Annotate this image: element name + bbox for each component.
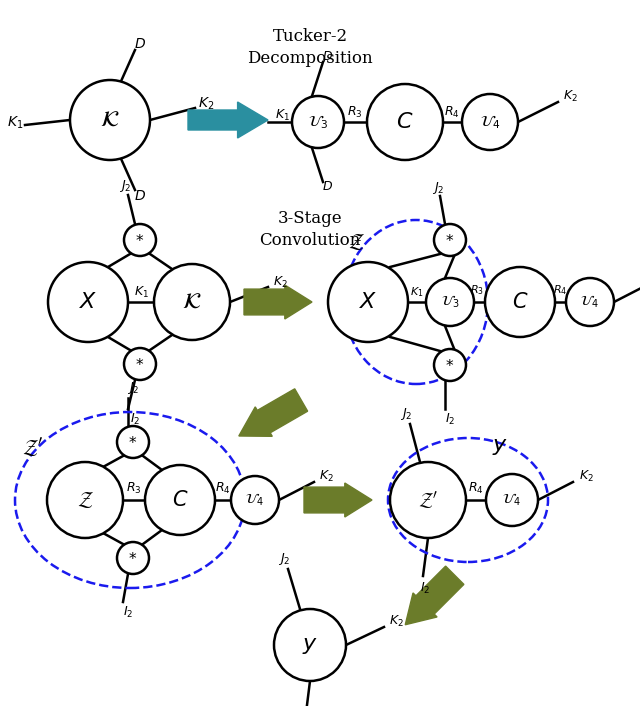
Text: $R_4$: $R_4$ [468, 481, 484, 496]
Text: $\mathcal{U}_3$: $\mathcal{U}_3$ [308, 113, 328, 131]
Polygon shape [239, 389, 308, 436]
Circle shape [124, 348, 156, 380]
Text: $I_2$: $I_2$ [445, 412, 455, 426]
Text: $K_2$: $K_2$ [319, 469, 333, 484]
Text: $\mathcal{K}$: $\mathcal{K}$ [100, 109, 120, 131]
Text: 3-Stage: 3-Stage [278, 210, 342, 227]
Text: $\mathcal{Z}$: $\mathcal{Z}$ [77, 490, 93, 510]
Text: $\mathcal{U}_4$: $\mathcal{U}_4$ [502, 492, 522, 508]
Text: $K_1$: $K_1$ [410, 285, 424, 299]
Text: $K_2$: $K_2$ [273, 275, 287, 289]
Circle shape [145, 465, 215, 535]
Text: $K_1$: $K_1$ [7, 115, 23, 131]
Circle shape [462, 94, 518, 150]
Circle shape [426, 278, 474, 326]
Circle shape [117, 542, 149, 574]
Polygon shape [304, 483, 372, 517]
Text: $D$: $D$ [134, 37, 146, 51]
Text: $\mathcal{U}_3$: $\mathcal{U}_3$ [440, 294, 460, 310]
Polygon shape [244, 285, 312, 319]
Text: $X$: $X$ [79, 291, 97, 313]
Text: $I_2$: $I_2$ [130, 412, 140, 426]
Text: $y$: $y$ [302, 634, 318, 656]
Text: $I_2$: $I_2$ [123, 604, 133, 620]
Text: $D$: $D$ [134, 189, 146, 203]
Text: $J_2$: $J_2$ [127, 380, 139, 396]
Text: $*$: $*$ [445, 233, 454, 247]
Circle shape [154, 264, 230, 340]
Text: $*$: $*$ [136, 233, 145, 247]
Text: $J_2$: $J_2$ [400, 406, 412, 422]
Text: Convolution: Convolution [259, 232, 361, 249]
Text: $I_2$: $I_2$ [420, 580, 430, 596]
Polygon shape [405, 566, 464, 625]
Text: Decomposition: Decomposition [247, 50, 373, 67]
Text: $K_2$: $K_2$ [563, 88, 577, 104]
Circle shape [367, 84, 443, 160]
Text: $y$: $y$ [492, 435, 508, 457]
Circle shape [292, 96, 344, 148]
Text: $\mathcal{Z}$: $\mathcal{Z}$ [348, 232, 364, 252]
Text: $\mathcal{U}_4$: $\mathcal{U}_4$ [580, 294, 600, 310]
Text: Tucker-2: Tucker-2 [273, 28, 348, 45]
Circle shape [566, 278, 614, 326]
Circle shape [70, 80, 150, 160]
Text: $X$: $X$ [358, 291, 378, 313]
Text: $C$: $C$ [512, 292, 528, 312]
Text: $\mathcal{U}_4$: $\mathcal{U}_4$ [479, 113, 500, 131]
Text: $R_3$: $R_3$ [126, 481, 142, 496]
Circle shape [117, 426, 149, 458]
Text: $*$: $*$ [129, 435, 138, 449]
Text: $D$: $D$ [323, 51, 333, 64]
Text: $J_2$: $J_2$ [278, 551, 290, 567]
Text: $*$: $*$ [136, 357, 145, 371]
Circle shape [48, 262, 128, 342]
Circle shape [124, 224, 156, 256]
Text: $C$: $C$ [172, 490, 188, 510]
Text: $K_2$: $K_2$ [198, 96, 214, 112]
Circle shape [434, 224, 466, 256]
Text: $J_2$: $J_2$ [119, 178, 131, 194]
Text: $R_4$: $R_4$ [215, 481, 231, 496]
Circle shape [47, 462, 123, 538]
Text: $K_2$: $K_2$ [579, 469, 593, 484]
Text: $\mathcal{K}$: $\mathcal{K}$ [182, 291, 202, 313]
Circle shape [231, 476, 279, 524]
Text: $J_2$: $J_2$ [432, 180, 444, 196]
Text: $R_4$: $R_4$ [553, 283, 567, 297]
Text: $\mathcal{Z}'$: $\mathcal{Z}'$ [22, 435, 44, 459]
Circle shape [485, 267, 555, 337]
Text: $*$: $*$ [445, 358, 454, 372]
Text: $R_4$: $R_4$ [444, 104, 460, 119]
Circle shape [328, 262, 408, 342]
Text: $D$: $D$ [323, 181, 333, 193]
Text: $\mathcal{U}_4$: $\mathcal{U}_4$ [246, 492, 264, 508]
Text: $R_3$: $R_3$ [470, 283, 484, 297]
Text: $*$: $*$ [129, 551, 138, 565]
Text: $C$: $C$ [396, 111, 413, 133]
Circle shape [486, 474, 538, 526]
Text: $K_1$: $K_1$ [275, 107, 290, 123]
Circle shape [434, 349, 466, 381]
Text: $R_3$: $R_3$ [348, 104, 363, 119]
Circle shape [274, 609, 346, 681]
Polygon shape [188, 102, 268, 138]
Text: $K_2$: $K_2$ [388, 614, 403, 628]
Text: $K_1$: $K_1$ [134, 285, 148, 299]
Text: $\mathcal{Z}'$: $\mathcal{Z}'$ [418, 489, 438, 511]
Circle shape [390, 462, 466, 538]
